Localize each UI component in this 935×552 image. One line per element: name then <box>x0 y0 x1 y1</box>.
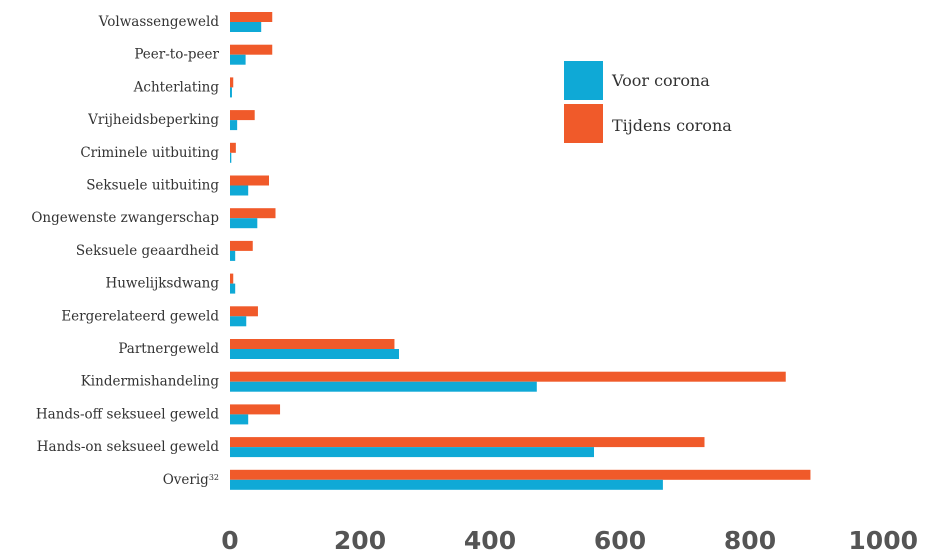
bar-tijdens-corona-hands-on-seksueel-geweld <box>230 437 705 448</box>
legend-label-voor-corona: Voor corona <box>611 71 710 90</box>
category-label-huwelijksdwang: Huwelijksdwang <box>105 276 219 292</box>
x-tick-label-1000: 1000 <box>848 526 918 552</box>
category-label-peer-to-peer: Peer-to-peer <box>134 47 219 63</box>
bar-tijdens-corona-seksuele-geaardheid <box>230 240 253 251</box>
x-axis-ticks: 0 200 400 600 800 1000 <box>221 526 918 552</box>
category-label-criminele-uitbuiting: Criminele uitbuiting <box>80 145 219 161</box>
bar-tijdens-corona-ongewenste-zwangerschap <box>230 208 276 219</box>
bar-tijdens-corona-hands-off-seksueel-geweld <box>230 404 281 415</box>
bar-tijdens-corona-eergerelateerd-geweld <box>230 306 258 317</box>
bars <box>230 12 811 490</box>
bar-tijdens-corona-volwassengeweld <box>230 12 273 22</box>
bar-tijdens-corona-achterlating <box>230 77 234 88</box>
x-tick-label-0: 0 <box>221 526 238 552</box>
bar-voor-corona-hands-off-seksueel-geweld <box>230 414 249 425</box>
bar-voor-corona-peer-to-peer <box>230 54 246 65</box>
category-label-partnergeweld: Partnergeweld <box>118 341 219 357</box>
bar-voor-corona-seksuele-uitbuiting <box>230 185 249 196</box>
x-tick-label-800: 800 <box>724 526 776 552</box>
category-label-volwassengeweld: Volwassengeweld <box>98 14 220 30</box>
bar-voor-corona-seksuele-geaardheid <box>230 250 236 261</box>
bar-tijdens-corona-seksuele-uitbuiting <box>230 175 269 186</box>
bar-voor-corona-ongewenste-zwangerschap <box>230 218 258 229</box>
bar-voor-corona-partnergeweld <box>230 349 399 359</box>
category-label-eergerelateerd-geweld: Eergerelateerd geweld <box>61 308 219 324</box>
x-tick-label-400: 400 <box>464 526 516 552</box>
bar-tijdens-corona-huwelijksdwang <box>230 273 234 284</box>
category-label-hands-on-seksueel-geweld: Hands-on seksueel geweld <box>37 439 220 455</box>
bar-voor-corona-eergerelateerd-geweld <box>230 316 247 327</box>
category-label-hands-off-seksueel-geweld: Hands-off seksueel geweld <box>36 406 219 422</box>
category-label-overig: Overig32 <box>163 472 219 488</box>
category-label-achterlating: Achterlating <box>133 79 220 95</box>
bar-voor-corona-vrijheidsbeperking <box>230 120 238 131</box>
category-labels: Volwassengeweld Peer-to-peer Achterlating V… <box>31 14 219 488</box>
bar-voor-corona-hands-on-seksueel-geweld <box>230 447 594 458</box>
bar-tijdens-corona-overig <box>230 469 811 480</box>
x-tick-label-600: 600 <box>594 526 646 552</box>
bar-tijdens-corona-peer-to-peer <box>230 44 273 55</box>
legend-swatch-voor-corona <box>564 61 603 100</box>
legend-swatch-tijdens-corona <box>564 104 603 143</box>
category-label-seksuele-uitbuiting: Seksuele uitbuiting <box>86 178 219 194</box>
x-tick-label-200: 200 <box>334 526 386 552</box>
bar-voor-corona-criminele-uitbuiting <box>230 152 232 163</box>
category-label-vrijheidsbeperking: Vrijheidsbeperking <box>87 112 219 128</box>
bar-voor-corona-volwassengeweld <box>230 22 262 32</box>
bar-voor-corona-kindermishandeling <box>230 381 537 392</box>
category-label-ongewenste-zwangerschap: Ongewenste zwangerschap <box>31 210 219 226</box>
bar-tijdens-corona-kindermishandeling <box>230 371 786 382</box>
category-label-seksuele-geaardheid: Seksuele geaardheid <box>76 243 219 259</box>
legend: Voor corona Tijdens corona <box>564 61 732 143</box>
category-label-kindermishandeling: Kindermishandeling <box>81 374 220 390</box>
bar-voor-corona-overig <box>230 479 663 490</box>
bar-voor-corona-achterlating <box>230 87 232 98</box>
bar-tijdens-corona-criminele-uitbuiting <box>230 142 236 153</box>
bar-tijdens-corona-vrijheidsbeperking <box>230 110 255 121</box>
bar-voor-corona-huwelijksdwang <box>230 283 236 294</box>
legend-label-tijdens-corona: Tijdens corona <box>612 116 732 135</box>
bar-tijdens-corona-partnergeweld <box>230 339 395 349</box>
